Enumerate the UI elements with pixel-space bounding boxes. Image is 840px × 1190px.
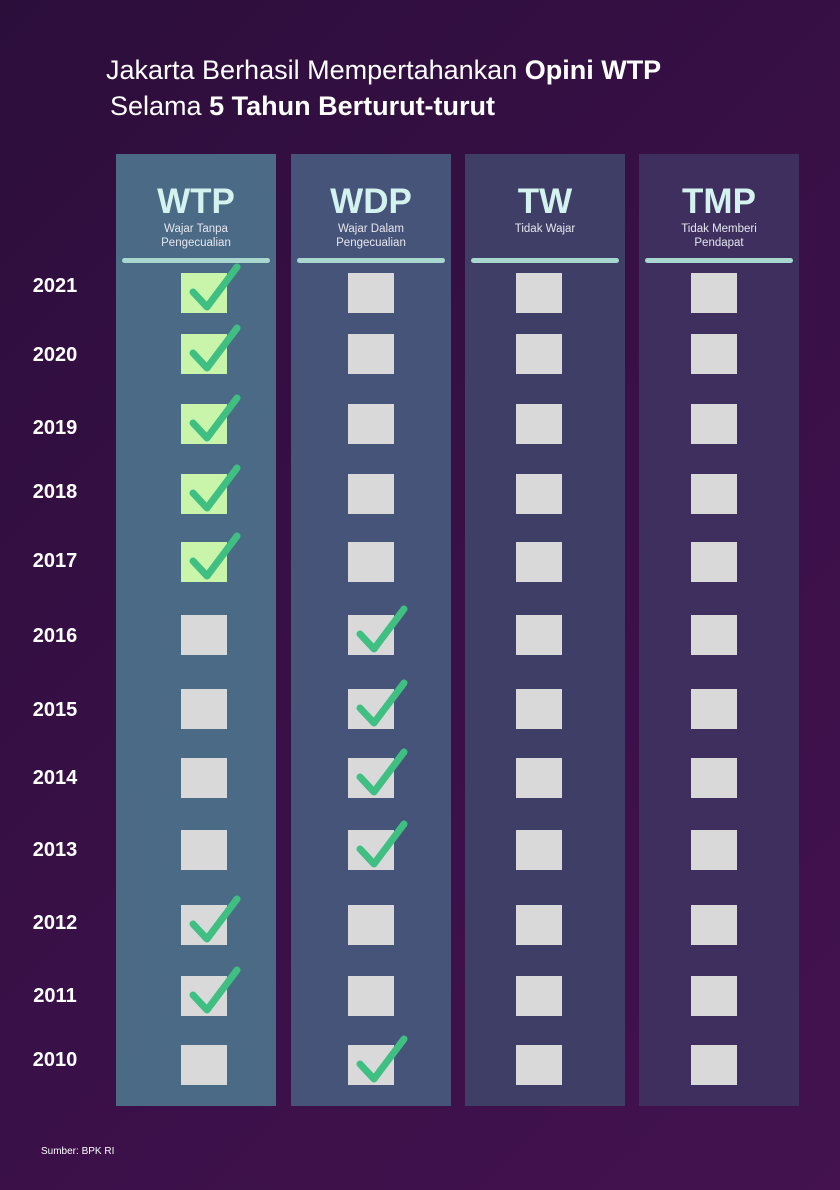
checkbox-tmp-2013 xyxy=(691,830,737,870)
year-label: 2020 xyxy=(32,344,78,366)
page-title: Jakarta Berhasil Mempertahankan Opini WT… xyxy=(106,52,661,124)
year-label: 2014 xyxy=(32,767,78,789)
column-underline xyxy=(471,258,619,263)
checkbox-wtp-2013 xyxy=(181,830,227,870)
title-line-2-bold: 5 Tahun Berturut-turut xyxy=(209,91,496,121)
checkbox-tmp-2011 xyxy=(691,976,737,1016)
checkbox-wdp-2011 xyxy=(348,976,394,1016)
year-label: 2010 xyxy=(32,1049,78,1071)
checkbox-tw-2021 xyxy=(516,273,562,313)
checkmark-icon xyxy=(356,605,408,653)
checkmark-icon xyxy=(189,324,241,372)
title-line-2: Selama 5 Tahun Berturut-turut xyxy=(106,88,661,124)
checkbox-wdp-2019 xyxy=(348,404,394,444)
source-note: Sumber: BPK RI xyxy=(41,1146,115,1157)
checkbox-tmp-2015 xyxy=(691,689,737,729)
column-header: TMP Tidak Memberi Pendapat xyxy=(639,182,799,250)
column-abbreviation: TW xyxy=(517,182,573,221)
year-label: 2012 xyxy=(32,912,78,934)
checkmark-icon xyxy=(189,895,241,943)
year-label: 2015 xyxy=(32,699,78,721)
checkbox-tw-2018 xyxy=(516,474,562,514)
column-full-name: Wajar Dalam Pengecualian xyxy=(336,223,406,249)
checkbox-tmp-2018 xyxy=(691,474,737,514)
column-full-name: Wajar Tanpa Pengecualian xyxy=(161,223,231,249)
checkbox-wdp-2018 xyxy=(348,474,394,514)
column-header: WTP Wajar Tanpa Pengecualian xyxy=(116,182,276,250)
checkmark-icon xyxy=(189,394,241,442)
column-full-name: Tidak Memberi Pendapat xyxy=(681,223,757,249)
column-abbreviation: TMP xyxy=(682,182,756,221)
checkbox-tw-2015 xyxy=(516,689,562,729)
checkmark-icon xyxy=(189,464,241,512)
checkbox-tw-2012 xyxy=(516,905,562,945)
year-label: 2018 xyxy=(32,481,78,503)
column-underline xyxy=(297,258,445,263)
column-header: WDP Wajar Dalam Pengecualian xyxy=(291,182,451,250)
checkbox-wdp-2020 xyxy=(348,334,394,374)
checkbox-tw-2013 xyxy=(516,830,562,870)
checkbox-wtp-2014 xyxy=(181,758,227,798)
checkbox-tw-2020 xyxy=(516,334,562,374)
checkbox-wtp-2015 xyxy=(181,689,227,729)
checkbox-tmp-2010 xyxy=(691,1045,737,1085)
title-line-2-regular: Selama xyxy=(110,91,210,121)
checkbox-tw-2019 xyxy=(516,404,562,444)
checkbox-tmp-2014 xyxy=(691,758,737,798)
checkbox-wtp-2016 xyxy=(181,615,227,655)
title-line-1-bold: Opini WTP xyxy=(524,55,662,85)
checkbox-tmp-2020 xyxy=(691,334,737,374)
year-label: 2011 xyxy=(33,985,77,1007)
checkmark-icon xyxy=(356,820,408,868)
checkbox-tmp-2016 xyxy=(691,615,737,655)
checkbox-tmp-2012 xyxy=(691,905,737,945)
checkbox-tmp-2017 xyxy=(691,542,737,582)
column-header: TW Tidak Wajar xyxy=(465,182,625,236)
year-label: 2019 xyxy=(32,417,78,439)
checkmark-icon xyxy=(189,966,241,1014)
column-underline xyxy=(645,258,793,263)
checkmark-icon xyxy=(356,679,408,727)
column-underline xyxy=(122,258,270,263)
checkmark-icon xyxy=(189,532,241,580)
checkbox-tmp-2019 xyxy=(691,404,737,444)
column-abbreviation: WDP xyxy=(330,182,412,221)
checkmark-icon xyxy=(356,1035,408,1083)
checkbox-wtp-2010 xyxy=(181,1045,227,1085)
checkbox-wdp-2021 xyxy=(348,273,394,313)
year-label: 2021 xyxy=(32,275,78,297)
checkbox-tw-2010 xyxy=(516,1045,562,1085)
checkbox-wdp-2017 xyxy=(348,542,394,582)
checkbox-tw-2016 xyxy=(516,615,562,655)
title-line-1: Jakarta Berhasil Mempertahankan Opini WT… xyxy=(106,52,661,88)
title-line-1-regular: Jakarta Berhasil Mempertahankan xyxy=(106,55,525,85)
checkbox-tw-2011 xyxy=(516,976,562,1016)
year-label: 2016 xyxy=(32,625,78,647)
checkbox-tw-2014 xyxy=(516,758,562,798)
year-label: 2013 xyxy=(32,839,78,861)
checkbox-tw-2017 xyxy=(516,542,562,582)
checkmark-icon xyxy=(189,263,241,311)
checkmark-icon xyxy=(356,748,408,796)
checkbox-tmp-2021 xyxy=(691,273,737,313)
checkbox-wdp-2012 xyxy=(348,905,394,945)
column-abbreviation: WTP xyxy=(157,182,235,221)
column-full-name: Tidak Wajar xyxy=(514,223,576,235)
year-label: 2017 xyxy=(32,550,78,572)
